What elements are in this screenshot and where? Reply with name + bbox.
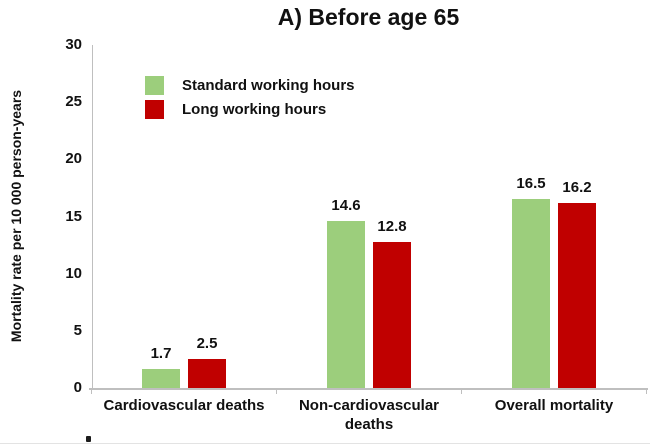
legend: Standard working hours Long working hours	[145, 76, 355, 124]
bar-standard-working-hours	[142, 368, 180, 388]
legend-label: Long working hours	[182, 101, 327, 118]
category-label-line: Overall mortality	[494, 397, 614, 414]
bar-value-label: 12.8	[377, 217, 407, 235]
y-tick-label: 0	[73, 379, 82, 396]
legend-swatch-long	[145, 100, 164, 119]
bar-standard-working-hours	[512, 199, 550, 388]
legend-swatch-standard	[145, 76, 164, 95]
y-tick-label: 5	[73, 321, 82, 339]
category-label: Overall mortality	[454, 396, 650, 415]
bar-standard-working-hours	[327, 221, 365, 388]
category-label-line: Non-cardiovascular	[298, 397, 440, 414]
x-axis-line	[88, 388, 648, 390]
legend-row: Standard working hours	[145, 76, 355, 95]
x-tick-mark	[275, 388, 278, 394]
legend-row: Long working hours	[145, 100, 355, 119]
y-axis-title: Mortality rate per 10 000 person-years	[8, 89, 24, 343]
y-tick-label: 20	[65, 150, 82, 168]
x-tick-mark	[645, 388, 648, 394]
y-tick-label: 10	[65, 264, 82, 282]
y-axis-line	[91, 45, 93, 388]
cropped-caption-artifact	[86, 436, 91, 442]
category-label: Cardiovascular deaths	[84, 396, 284, 415]
x-tick-mark	[90, 388, 93, 394]
category-label: Non-cardiovascular deaths	[269, 396, 469, 434]
bar-value-label: 1.7	[150, 344, 172, 362]
chart-title: A) Before age 65	[277, 4, 460, 30]
bar-value-label: 16.2	[562, 178, 592, 196]
category-label-line: deaths	[344, 416, 394, 433]
bar-value-label: 14.6	[331, 197, 361, 215]
legend-label: Standard working hours	[182, 77, 355, 94]
bar-value-label: 2.5	[196, 335, 218, 353]
y-tick-label: 15	[65, 207, 82, 225]
y-tick-label: 25	[65, 93, 82, 111]
category-label-line: Cardiovascular deaths	[103, 397, 265, 414]
bar-long-working-hours	[558, 202, 596, 388]
bar-long-working-hours	[188, 359, 226, 388]
bar-long-working-hours	[373, 241, 411, 388]
y-tick-label: 30	[65, 36, 82, 53]
x-tick-mark	[460, 388, 463, 394]
bar-value-label: 16.5	[516, 175, 546, 193]
